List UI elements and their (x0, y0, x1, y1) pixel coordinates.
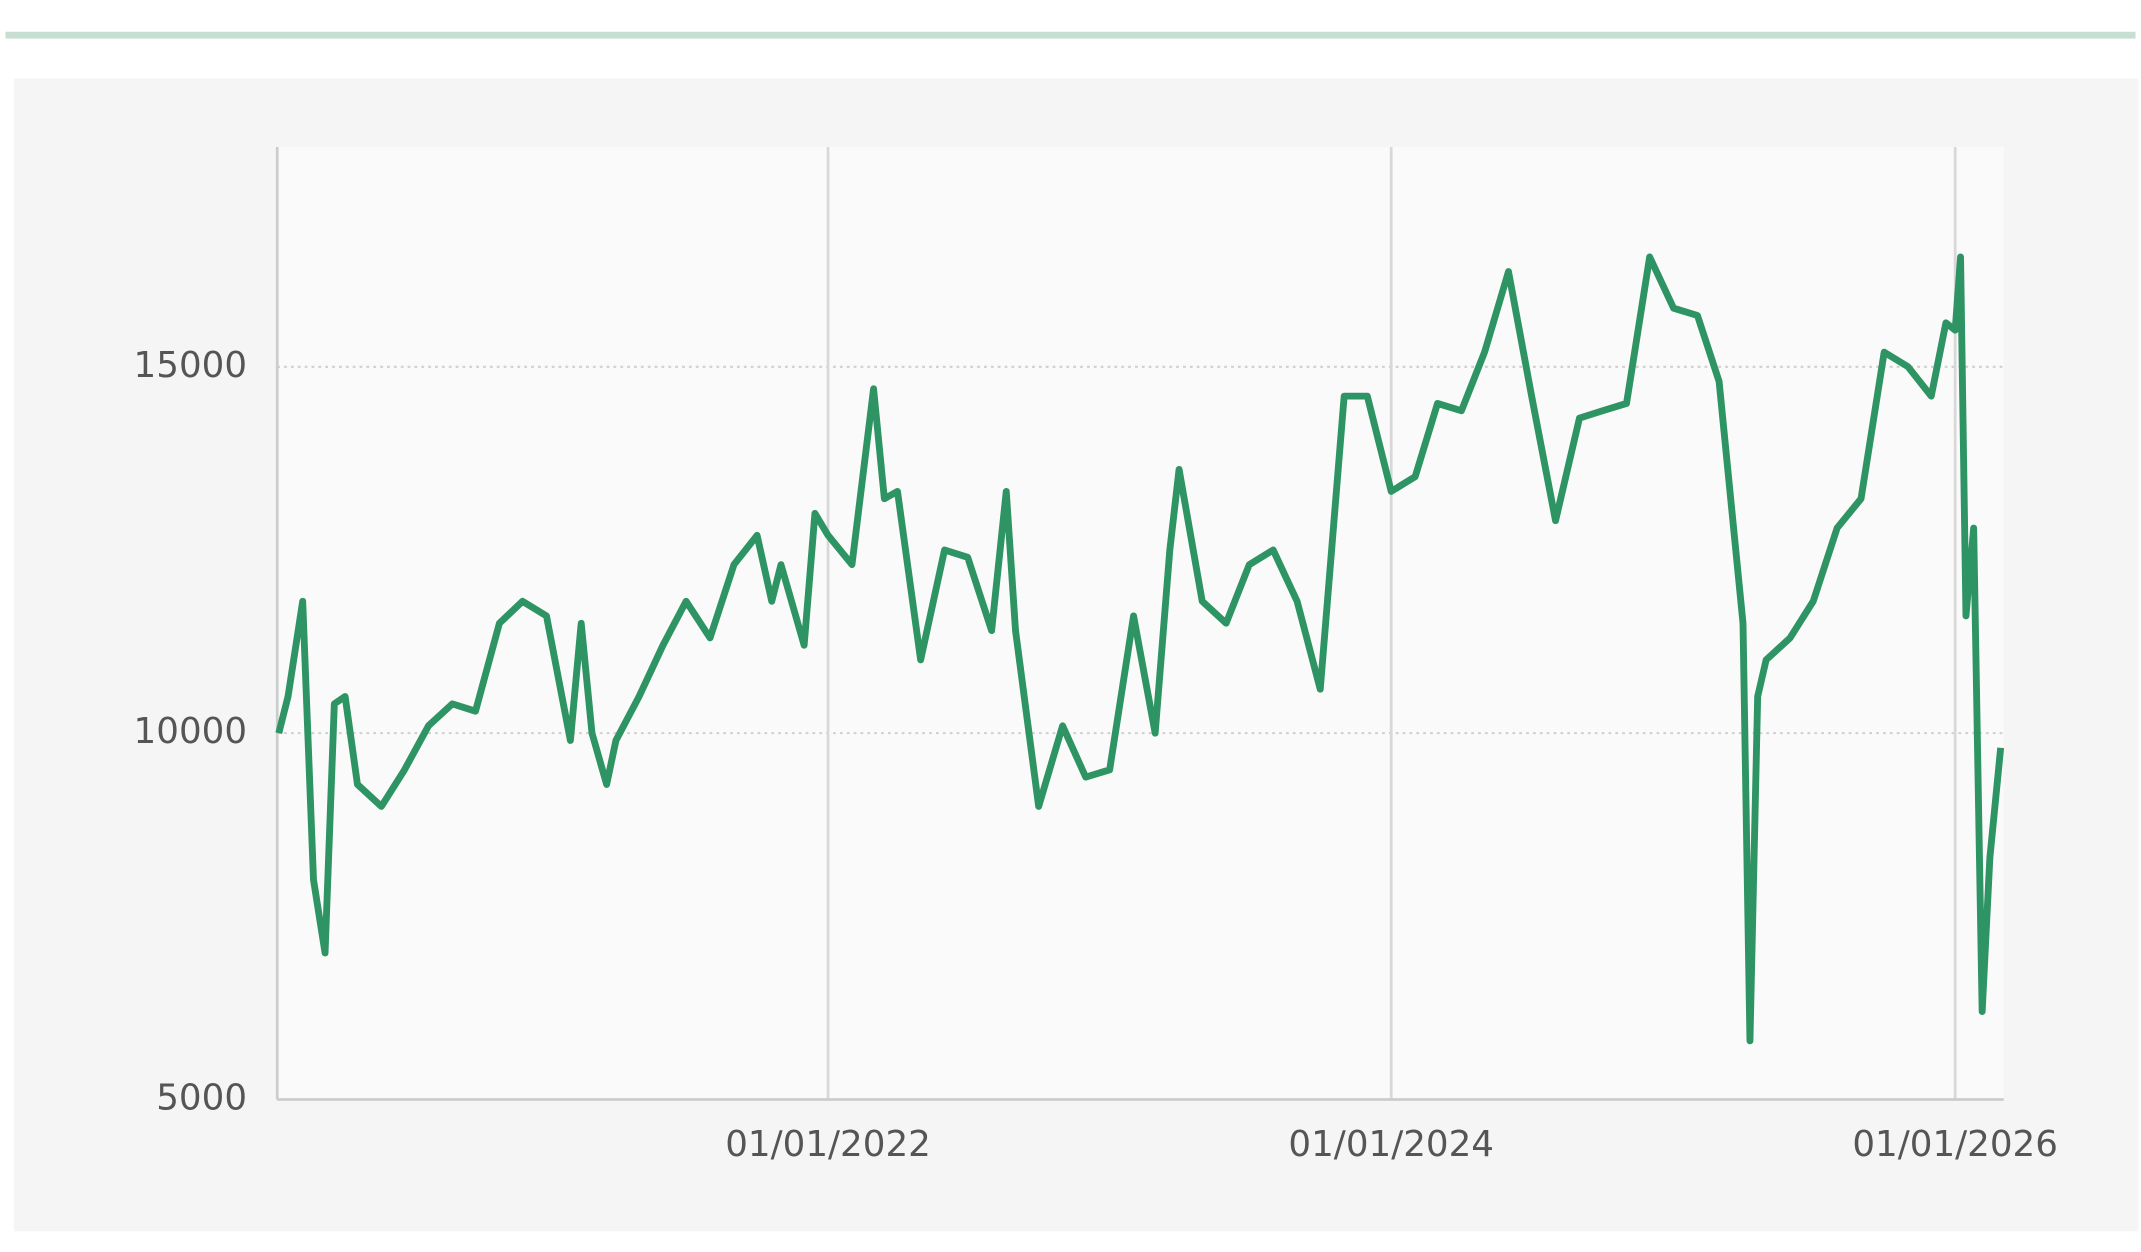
x-tick-label: 01/01/2024 (1288, 1124, 1494, 1165)
header-stripe (5, 31, 2136, 39)
x-tick-label: 01/01/2022 (725, 1124, 931, 1165)
price-line (275, 253, 2005, 1045)
x-tick-label: 01/01/2026 (1852, 1124, 2058, 1165)
y-tick-label: 10000 (134, 711, 247, 752)
y-tick-label: 5000 (156, 1077, 247, 1118)
plot-area (277, 147, 2004, 1100)
y-tick-label: 15000 (134, 345, 247, 386)
